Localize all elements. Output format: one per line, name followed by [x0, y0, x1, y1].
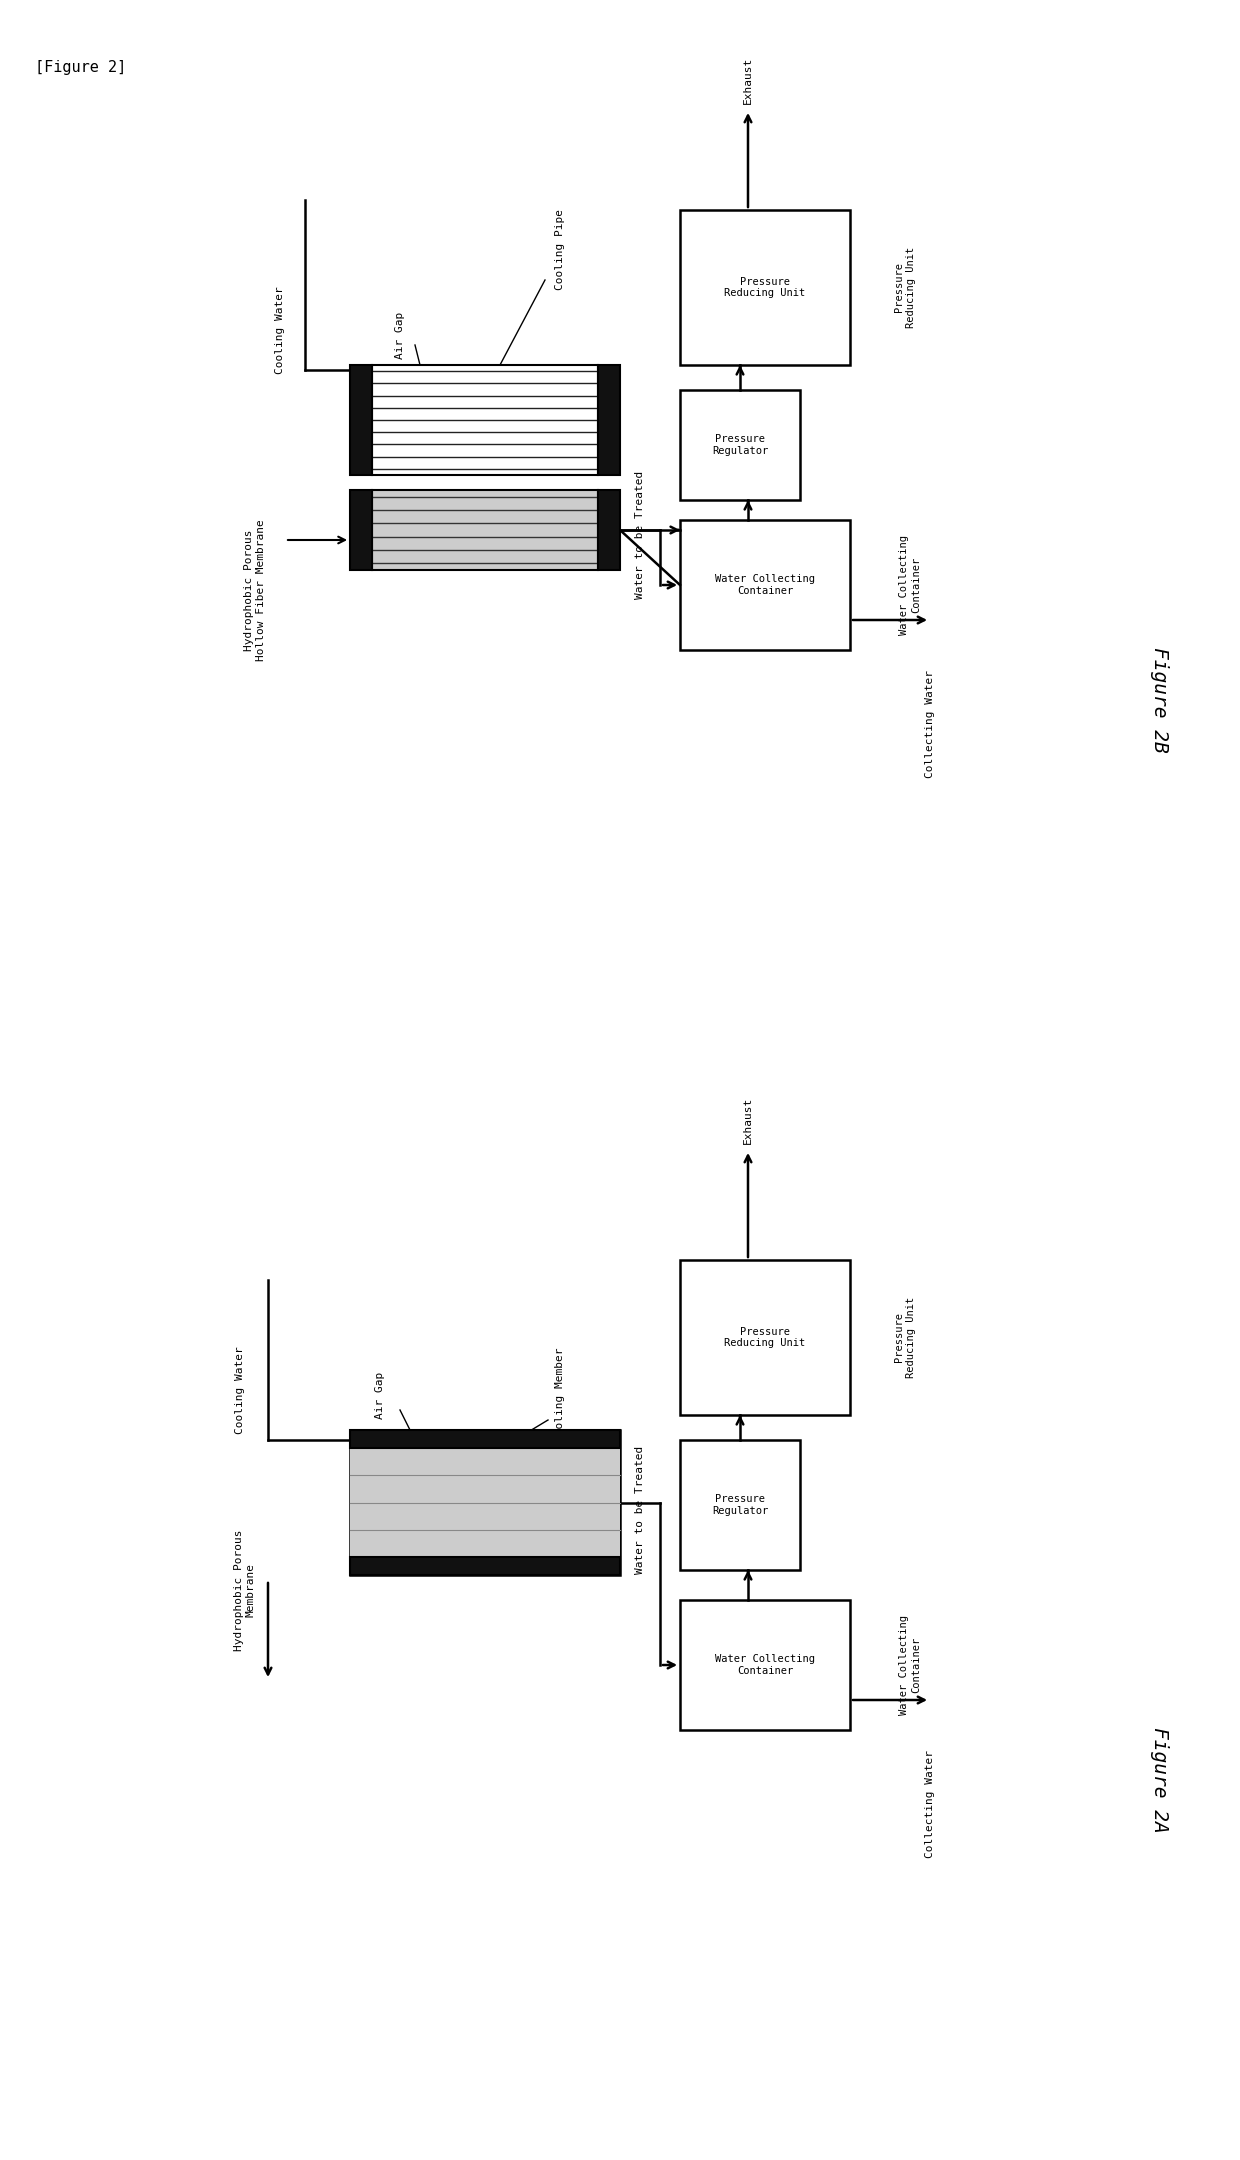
Text: Cooling Water: Cooling Water — [236, 1346, 246, 1434]
Bar — [350, 1557, 620, 1575]
Bar — [372, 490, 598, 570]
Text: Air Gap: Air Gap — [396, 311, 405, 359]
Text: Water Collecting
Container: Water Collecting Container — [715, 1655, 815, 1676]
Bar — [350, 1430, 620, 1447]
Text: Water Collecting
Container: Water Collecting Container — [715, 575, 815, 596]
Bar — [680, 1601, 849, 1730]
Text: Pressure
Reducing Unit: Pressure Reducing Unit — [724, 276, 806, 298]
Text: Pressure
Regulator: Pressure Regulator — [712, 434, 768, 456]
Text: Pressure
Reducing Unit: Pressure Reducing Unit — [894, 246, 916, 328]
Text: Water Collecting
Container: Water Collecting Container — [899, 536, 921, 635]
Text: Pressure
Reducing Unit: Pressure Reducing Unit — [894, 1296, 916, 1378]
Text: Collecting Water: Collecting Water — [925, 1750, 935, 1858]
Text: Figure 2A: Figure 2A — [1151, 1728, 1169, 1834]
Text: Collecting Water: Collecting Water — [925, 670, 935, 778]
Text: Exhaust: Exhaust — [743, 56, 753, 104]
Text: Hydrophobic Porous
Hollow Fiber Membrane: Hydrophobic Porous Hollow Fiber Membrane — [244, 518, 265, 661]
Text: Water to be Treated: Water to be Treated — [635, 471, 645, 598]
Text: Water to be Treated: Water to be Treated — [635, 1445, 645, 1575]
Text: Pressure
Reducing Unit: Pressure Reducing Unit — [724, 1326, 806, 1348]
Bar — [598, 490, 620, 570]
Bar — [372, 365, 598, 475]
Text: Pressure
Regulator: Pressure Regulator — [712, 1495, 768, 1516]
Text: Water Collecting
Container: Water Collecting Container — [899, 1616, 921, 1715]
Text: Air Gap: Air Gap — [374, 1372, 384, 1419]
Bar — [680, 210, 849, 365]
Bar — [350, 365, 372, 475]
Bar — [350, 490, 372, 570]
Bar — [680, 521, 849, 650]
Text: Cooling Member: Cooling Member — [556, 1348, 565, 1443]
Text: [Figure 2]: [Figure 2] — [35, 60, 126, 76]
Text: Cooling Water: Cooling Water — [275, 285, 285, 374]
Bar — [680, 1441, 800, 1570]
Bar — [598, 365, 620, 475]
Text: Exhaust: Exhaust — [743, 1097, 753, 1143]
Text: Hydrophobic Porous
Membrane: Hydrophobic Porous Membrane — [234, 1529, 255, 1650]
Text: Figure 2B: Figure 2B — [1151, 648, 1169, 754]
Bar — [350, 1430, 620, 1575]
Bar — [680, 1259, 849, 1415]
Bar — [680, 391, 800, 499]
Bar — [350, 1447, 620, 1557]
Text: Cooling Pipe: Cooling Pipe — [556, 210, 565, 289]
